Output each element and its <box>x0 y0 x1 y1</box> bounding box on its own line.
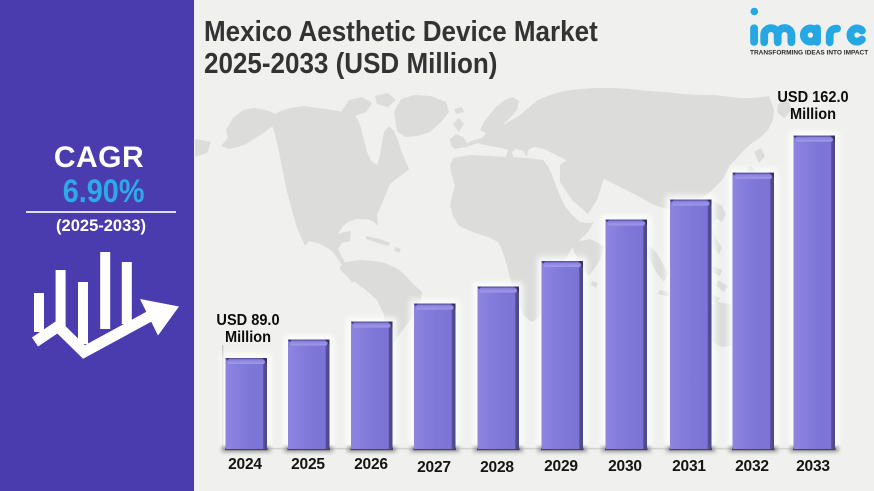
svg-text:TRANSFORMING IDEAS INTO IMPACT: TRANSFORMING IDEAS INTO IMPACT <box>750 50 868 57</box>
